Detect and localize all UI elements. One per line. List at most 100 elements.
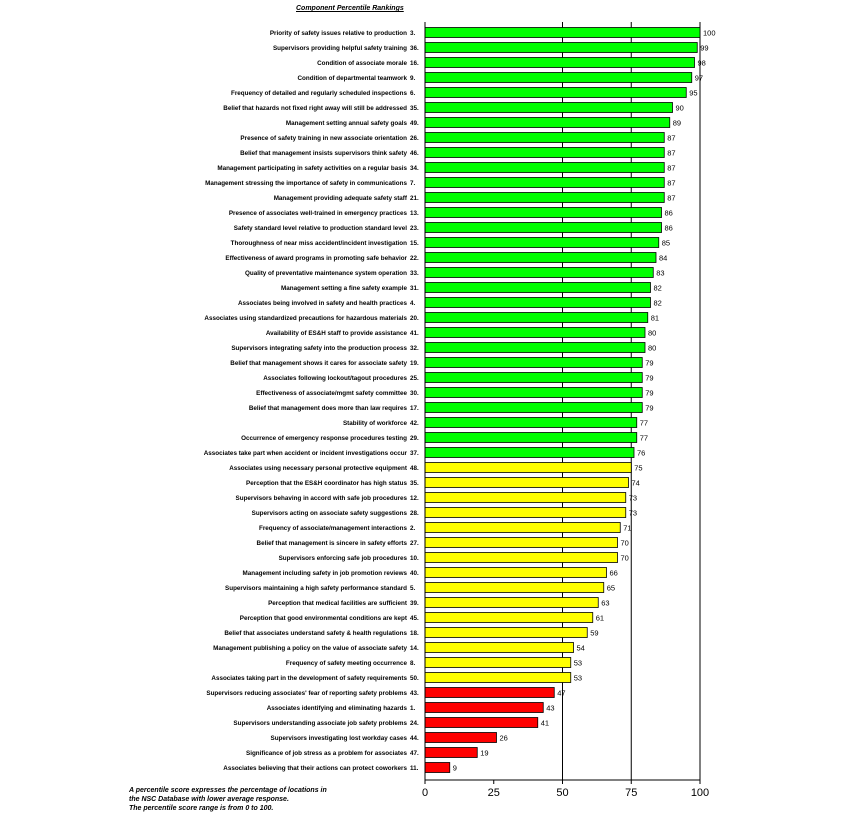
data-label: 77 (640, 433, 648, 442)
category-label: Condition of associate morale (317, 60, 407, 67)
data-label: 86 (665, 223, 673, 232)
item-number: 12. (410, 495, 419, 502)
bar (424, 222, 662, 233)
data-label: 79 (645, 373, 653, 382)
item-number: 47. (410, 750, 419, 757)
bar (424, 102, 673, 113)
category-label: Management stressing the importance of s… (205, 180, 407, 187)
item-number: 40. (410, 570, 419, 577)
category-label: Significance of job stress as a problem … (246, 750, 407, 757)
bar (424, 357, 643, 368)
item-number: 35. (410, 105, 419, 112)
chart-title: Component Percentile Rankings (296, 5, 404, 12)
category-label: Effectiveness of associate/mgmt safety c… (256, 390, 407, 397)
bar (424, 687, 555, 698)
item-number: 7. (410, 180, 416, 187)
category-label: Belief that management does more than la… (249, 405, 408, 412)
data-label: 53 (574, 658, 582, 667)
bar (424, 432, 638, 443)
bar (424, 192, 665, 203)
bar (424, 747, 478, 758)
bar (424, 762, 451, 773)
data-label: 63 (601, 598, 609, 607)
data-label: 77 (640, 418, 648, 427)
data-label: 87 (667, 148, 675, 157)
bar (424, 642, 574, 653)
data-label: 85 (662, 238, 670, 247)
data-label: 43 (546, 703, 554, 712)
bar (424, 57, 695, 68)
item-number: 1. (410, 705, 416, 712)
category-label: Associates using standardized precaution… (204, 315, 407, 322)
bar (424, 237, 660, 248)
bar (424, 732, 497, 743)
category-label: Associates believing that their actions … (223, 765, 407, 772)
bar (424, 87, 687, 98)
item-number: 32. (410, 345, 419, 352)
bar (424, 567, 607, 578)
category-label: Supervisors behaving in accord with safe… (236, 495, 408, 502)
x-tick-label: 25 (488, 787, 500, 799)
bar (424, 447, 635, 458)
category-label: Management setting annual safety goals (286, 120, 408, 127)
item-number: 42. (410, 420, 419, 427)
data-label: 87 (667, 133, 675, 142)
category-label: Associates following lockout/tagout proc… (263, 375, 407, 382)
bar (424, 702, 544, 713)
category-label: Safety standard level relative to produc… (234, 225, 407, 232)
item-number: 18. (410, 630, 419, 637)
bar (424, 117, 671, 128)
data-label: 79 (645, 358, 653, 367)
data-label: 65 (607, 583, 615, 592)
category-label: Availability of ES&H staff to provide as… (266, 330, 408, 337)
bar (424, 627, 588, 638)
category-label: Associates using necessary personal prot… (229, 465, 408, 472)
bar (424, 597, 599, 608)
category-label: Supervisors enforcing safe job procedure… (279, 555, 408, 562)
item-number: 10. (410, 555, 419, 562)
item-number: 11. (410, 765, 419, 772)
data-label: 71 (623, 523, 631, 532)
data-label: 76 (637, 448, 645, 457)
item-number: 41. (410, 330, 419, 337)
data-label: 9 (453, 763, 457, 772)
item-number: 33. (410, 270, 419, 277)
bar (424, 672, 572, 683)
data-label: 47 (557, 688, 565, 697)
bar (424, 657, 572, 668)
data-label: 59 (590, 628, 598, 637)
category-label: Belief that hazards not fixed right away… (223, 105, 407, 112)
data-label: 80 (648, 328, 656, 337)
footnote: A percentile score expresses the percent… (129, 786, 327, 813)
category-label: Frequency of safety meeting occurrence (286, 660, 408, 667)
data-label: 81 (651, 313, 659, 322)
category-label: Occurrence of emergency response procedu… (241, 435, 407, 442)
category-label: Supervisors reducing associates' fear of… (206, 690, 407, 697)
data-label: 87 (667, 193, 675, 202)
category-label: Management providing adequate safety sta… (274, 195, 408, 202)
category-label: Management participating in safety activ… (217, 165, 407, 172)
bar (424, 522, 621, 533)
bar (424, 147, 665, 158)
item-number: 29. (410, 435, 419, 442)
category-label: Belief that management insists superviso… (240, 150, 407, 157)
data-label: 80 (648, 343, 656, 352)
category-label: Effectiveness of award programs in promo… (225, 255, 407, 262)
bar (424, 537, 618, 548)
data-label: 82 (654, 298, 662, 307)
item-number: 19. (410, 360, 419, 367)
bar (424, 342, 646, 353)
data-label: 79 (645, 403, 653, 412)
bar (424, 477, 629, 488)
bars-group: Priority of safety issues relative to pr… (204, 27, 716, 773)
item-number: 45. (410, 615, 419, 622)
data-label: 70 (621, 538, 629, 547)
item-number: 5. (410, 585, 416, 592)
item-number: 31. (410, 285, 419, 292)
item-number: 24. (410, 720, 419, 727)
bar (424, 42, 698, 53)
data-label: 86 (665, 208, 673, 217)
category-label: Associates identifying and eliminating h… (267, 705, 408, 712)
bar (424, 297, 651, 308)
